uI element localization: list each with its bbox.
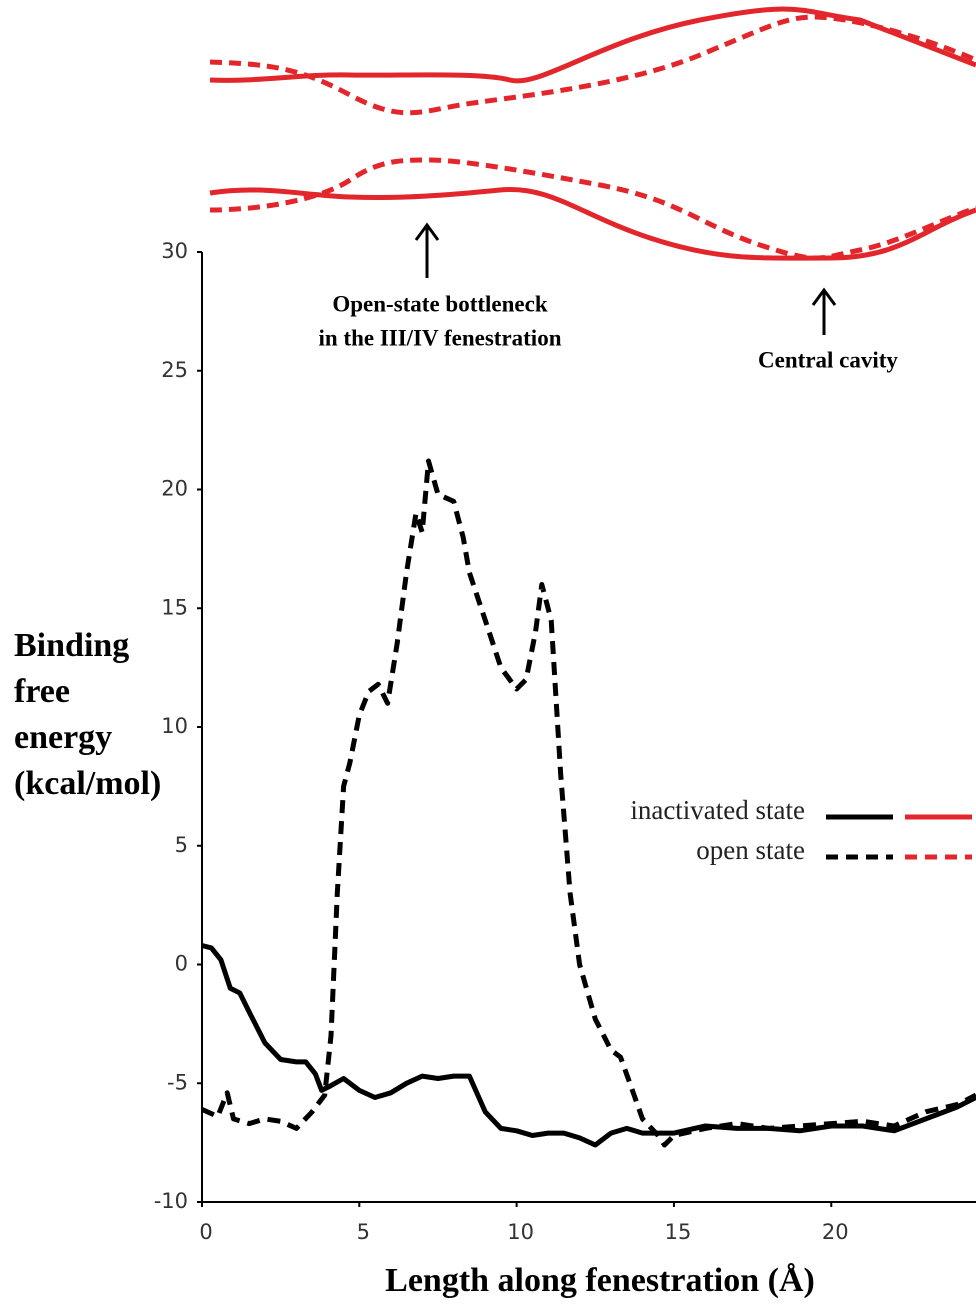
x-tick-label: 5 xyxy=(357,1220,370,1244)
series-line xyxy=(202,946,976,1146)
arrows xyxy=(416,225,835,335)
y-tick-label: 25 xyxy=(161,358,188,382)
y-tick-label: 0 xyxy=(175,952,188,976)
annotation: Open-state bottleneck xyxy=(332,291,547,316)
y-tick-label: -5 xyxy=(167,1070,188,1094)
annotation: Central cavity xyxy=(758,347,898,372)
legend-label: open state xyxy=(696,835,805,865)
y-tick-label: 15 xyxy=(161,595,188,619)
y-tick-label: 20 xyxy=(161,477,188,501)
chart: Length along fenestration (Å) -10 -5 0 5 10 1… xyxy=(0,0,976,1304)
y-axis-label: (kcal/mol) xyxy=(14,765,161,802)
y-tick-label: 10 xyxy=(161,714,188,738)
series-line xyxy=(202,461,976,1145)
x-tick-label: 10 xyxy=(507,1220,534,1244)
x-tick-label: 15 xyxy=(665,1220,692,1244)
y-axis-label: energy xyxy=(14,719,112,756)
legend-label: inactivated state xyxy=(630,795,805,825)
y-tick-label: 5 xyxy=(175,833,188,857)
y-tick-label: -10 xyxy=(154,1189,188,1213)
fenestration-profile xyxy=(210,9,976,258)
x-axis-label: Length along fenestration (Å) xyxy=(385,1262,815,1299)
x-tick-label: 20 xyxy=(822,1220,849,1244)
y-tick-label: 30 xyxy=(161,239,188,263)
x-tick-label: 0 xyxy=(199,1220,212,1244)
y-axis-label: Binding xyxy=(14,627,129,664)
annotation: in the III/IV fenestration xyxy=(318,325,561,350)
y-axis-label: free xyxy=(14,673,70,710)
